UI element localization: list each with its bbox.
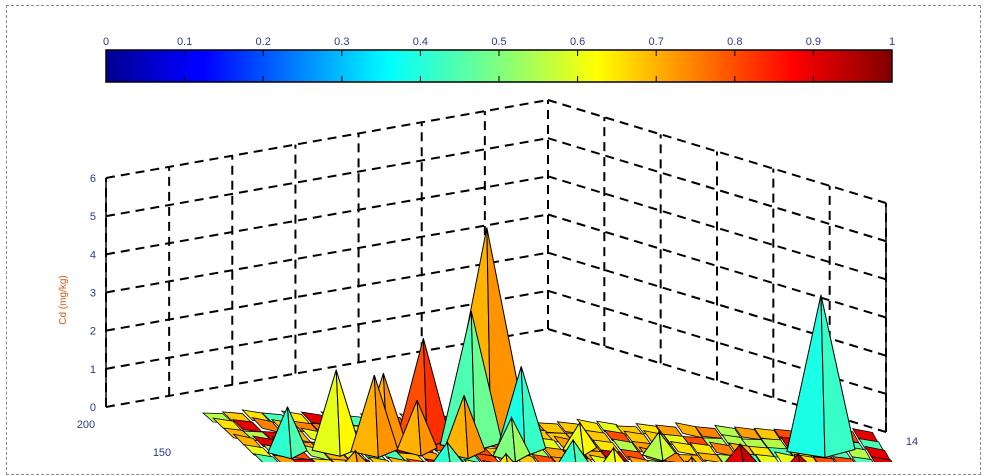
right-tick-mark xyxy=(877,429,887,433)
surface-patch xyxy=(405,458,427,462)
z-tick-mark xyxy=(105,213,115,217)
surface-patch xyxy=(386,456,409,462)
surface-patch xyxy=(252,453,279,462)
surface-peak xyxy=(286,406,308,460)
surface-peak xyxy=(498,452,508,462)
surface-peak xyxy=(422,338,451,449)
surface-patch xyxy=(754,453,779,462)
surface-peak xyxy=(572,439,589,462)
z-tick-mark xyxy=(105,251,115,255)
surface-peak xyxy=(687,456,693,462)
colorbar-tick-label: 0.9 xyxy=(806,36,821,48)
surface-peak xyxy=(790,452,801,462)
surface-patch xyxy=(291,458,315,462)
surface-peak xyxy=(786,294,826,459)
y-tick-label: 150 xyxy=(153,447,171,459)
z-tick-mark xyxy=(105,175,115,179)
grid-line xyxy=(105,137,549,218)
right-tick-mark xyxy=(877,391,887,395)
surface-patch xyxy=(473,452,500,462)
surface-peak xyxy=(579,422,598,457)
surface-peak xyxy=(690,455,697,462)
right-tick-mark xyxy=(877,200,887,204)
grid-line xyxy=(105,175,549,256)
surface-peak xyxy=(373,374,399,459)
surface-peak xyxy=(739,442,758,462)
colorbar-tick-label: 0.7 xyxy=(649,36,664,48)
surface-peak xyxy=(344,449,358,462)
surface-patch xyxy=(310,458,334,462)
surface-patch xyxy=(530,453,556,462)
surface-patch xyxy=(462,458,479,462)
colorbar: 0 0.1 0.2 0.3 0.4 0.5 0.6 0.7 0.8 0.9 1 xyxy=(103,36,895,83)
surface-plot xyxy=(201,227,893,462)
colorbar-tick-label: 0.4 xyxy=(413,36,428,48)
surface-peak xyxy=(416,400,438,457)
surface-patch xyxy=(870,456,893,462)
z-tick-mark xyxy=(105,366,115,370)
surface-peak xyxy=(520,366,547,458)
colorbar-tick-label: 0.6 xyxy=(570,36,585,48)
right-tick-mark xyxy=(877,276,887,280)
surface-patch xyxy=(812,456,836,462)
surface-patch xyxy=(851,456,874,462)
colorbar-tick-label: 0.1 xyxy=(177,36,192,48)
surface-peak xyxy=(470,310,503,452)
surface-peak xyxy=(612,446,626,462)
z-tick-label: 6 xyxy=(90,173,96,185)
surface-chart: 0 0.1 0.2 0.3 0.4 0.5 0.6 0.7 0.8 0.9 1 0 1 2 3 4 5 6 Cd… xyxy=(58,36,918,462)
z-tick-label: 4 xyxy=(90,249,96,261)
axes-grid: 0 1 2 3 4 5 6 xyxy=(90,99,887,433)
surface-peak xyxy=(311,369,341,457)
z-tick-label: 3 xyxy=(90,288,96,300)
colorbar-tick-label: 0.8 xyxy=(727,36,742,48)
surface-patch xyxy=(696,452,723,462)
surface-peak xyxy=(463,395,486,460)
surface-peak xyxy=(335,369,361,457)
colorbar-tick-label: 0.5 xyxy=(491,36,506,48)
surface-peak xyxy=(511,417,531,462)
surface-patch xyxy=(627,455,649,462)
colorbar-tick-label: 0 xyxy=(103,36,109,48)
surface-peak xyxy=(354,449,368,462)
y-tick-label: 200 xyxy=(77,419,95,431)
surface-peak xyxy=(658,430,677,462)
surface-peak xyxy=(505,452,515,462)
right-tick-mark xyxy=(877,353,887,357)
colorbar-tick-label: 0.2 xyxy=(256,36,271,48)
surface-patch xyxy=(773,451,799,462)
z-tick-mark xyxy=(105,404,115,408)
surface-peak xyxy=(820,294,856,459)
z-tick-label: 1 xyxy=(90,364,96,376)
colorbar-tick-label: 0.3 xyxy=(334,36,349,48)
z-tick-label: 5 xyxy=(90,211,96,223)
x-tick-label: 14 xyxy=(906,436,918,448)
z-tick-label: 2 xyxy=(90,326,96,338)
z-tick-mark xyxy=(105,289,115,294)
colorbar-tick-label: 1 xyxy=(889,36,895,48)
right-tick-mark xyxy=(877,238,887,242)
z-tick-label: 0 xyxy=(90,402,96,414)
z-tick-mark xyxy=(105,328,115,332)
surface-patch xyxy=(367,456,390,462)
surface-peak xyxy=(446,440,464,462)
surface-patch xyxy=(831,456,855,462)
grid-line xyxy=(105,99,549,179)
right-tick-mark xyxy=(877,314,887,319)
axes-labels: Cd (mg/kg) 200 150 14 xyxy=(58,275,918,459)
z-axis-label: Cd (mg/kg) xyxy=(58,275,69,324)
surface-peak xyxy=(602,446,617,462)
